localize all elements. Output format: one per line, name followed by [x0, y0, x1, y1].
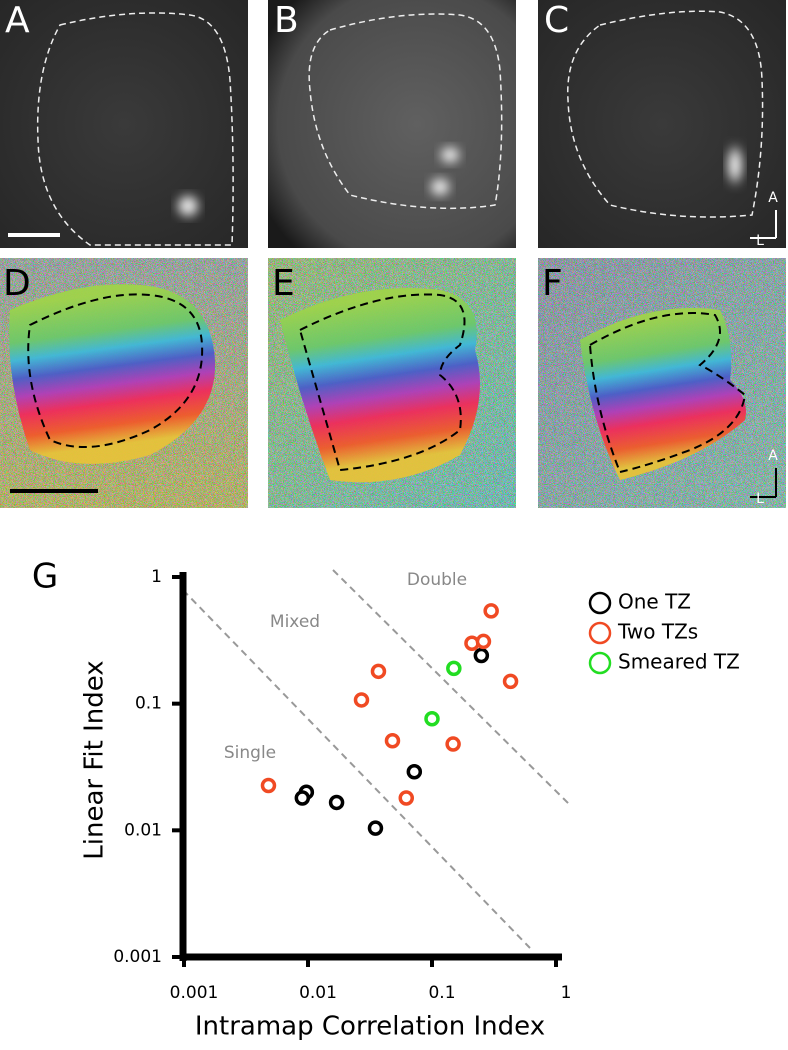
annotation: Mixed — [270, 612, 320, 632]
legend-marker — [588, 591, 612, 615]
panel-label: D — [3, 263, 31, 304]
orientation-label: L — [756, 491, 764, 507]
panel-a: A — [0, 0, 248, 248]
point — [424, 711, 440, 727]
orientation-label: A — [768, 448, 778, 464]
y-tick-label: 0.1 — [135, 694, 162, 714]
label-spot — [427, 175, 453, 199]
panel-label: F — [542, 263, 563, 304]
point — [370, 663, 387, 680]
panel-b: B — [268, 0, 516, 248]
y-axis-label: Linear Fit Index — [80, 660, 110, 859]
point — [445, 736, 461, 752]
scatter-chart: G Double Mixed Single Intramap Correlati… — [32, 557, 740, 1042]
orientation-label: L — [756, 233, 764, 249]
image — [268, 0, 516, 248]
annotation: Single — [224, 743, 276, 763]
panel-f: A L F — [538, 258, 786, 508]
outline — [36, 12, 234, 246]
legend-label: One TZ — [618, 590, 691, 614]
panel-e: E — [268, 258, 516, 508]
point — [473, 647, 490, 664]
panel-label: C — [544, 0, 569, 41]
label-spot — [174, 192, 202, 220]
outline — [298, 293, 466, 472]
point — [328, 794, 345, 811]
panel-label: E — [272, 263, 295, 304]
point — [502, 673, 519, 690]
point — [446, 660, 462, 677]
point — [398, 790, 415, 806]
point — [294, 790, 311, 806]
panel-label: B — [274, 0, 299, 41]
legend-marker — [588, 651, 612, 675]
map — [9, 284, 216, 464]
panel-d: D — [0, 258, 248, 508]
outline — [588, 312, 747, 474]
x-tick-label: 1 — [561, 983, 572, 1003]
legend-label: Two TZs — [617, 620, 698, 644]
legend-marker — [588, 621, 612, 645]
image — [0, 0, 248, 248]
point — [260, 777, 277, 794]
point — [384, 732, 401, 749]
point — [475, 633, 492, 650]
legend-label: Smeared TZ — [618, 650, 740, 674]
panel-c: A L C — [538, 0, 786, 249]
x-axis-label: Intramap Correlation Index — [195, 1012, 545, 1042]
point — [367, 820, 384, 836]
map — [580, 308, 746, 480]
y-tick-label: 1 — [151, 567, 162, 587]
point — [406, 764, 423, 780]
orientation-label: A — [768, 190, 778, 206]
x-tick-label: 0.1 — [428, 983, 455, 1003]
label-spot — [437, 144, 463, 166]
outline — [27, 293, 204, 449]
y-tick-label: 0.001 — [113, 947, 162, 967]
point — [483, 603, 499, 619]
outline — [308, 13, 503, 210]
panel-label: A — [5, 0, 30, 41]
annotation: Double — [407, 570, 467, 590]
label-spot — [725, 141, 745, 189]
y-tick-label: 0.01 — [124, 820, 162, 840]
image — [538, 0, 786, 248]
x-tick-label: 0.001 — [170, 983, 219, 1003]
panel-label: G — [32, 557, 58, 597]
boundary-line — [332, 569, 571, 806]
point — [353, 692, 370, 708]
x-tick-label: 0.01 — [299, 983, 337, 1003]
outline — [567, 10, 764, 218]
